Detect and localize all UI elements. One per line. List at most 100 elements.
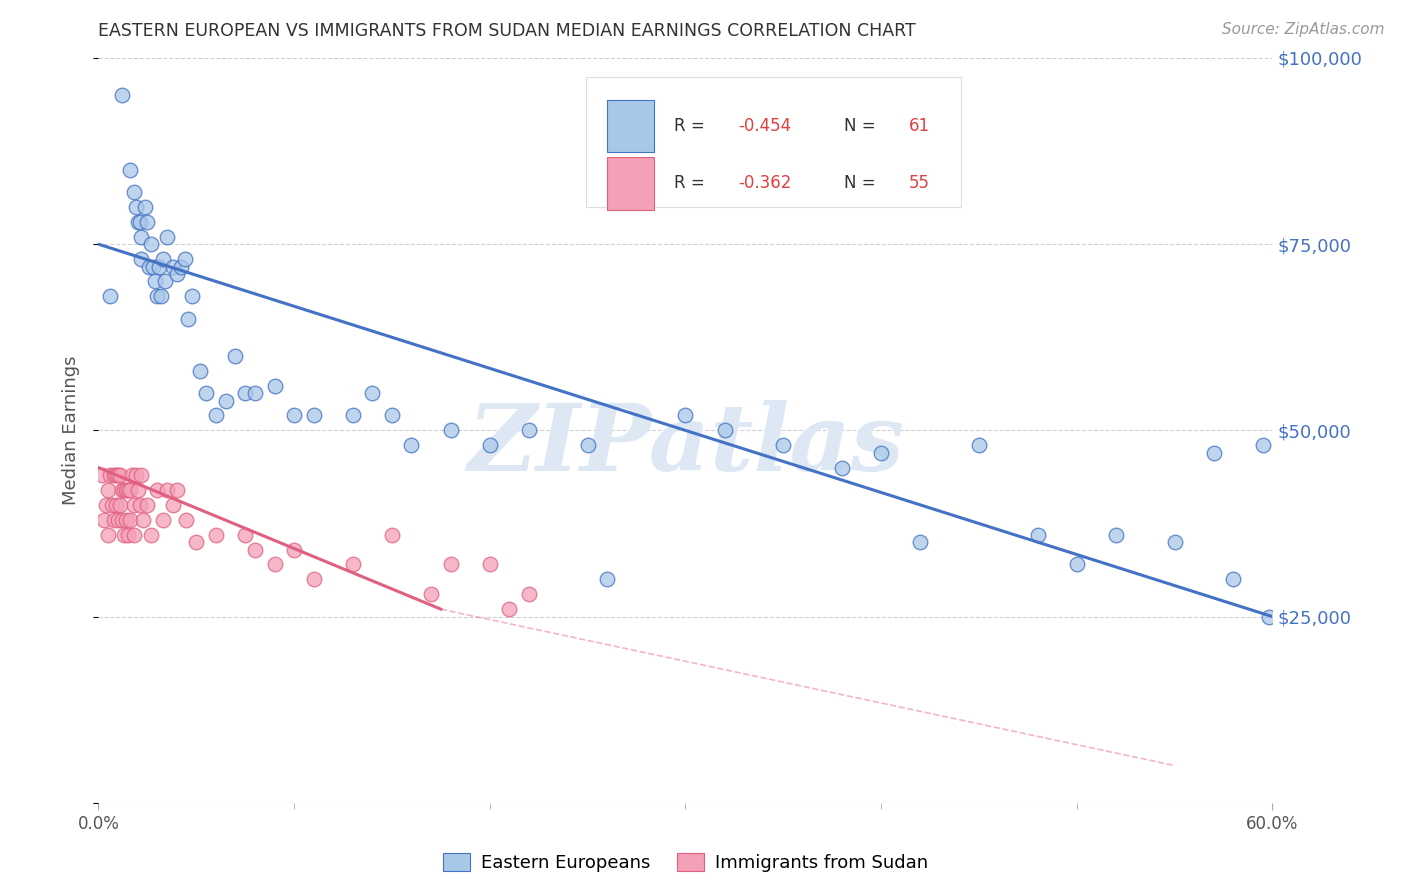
Point xyxy=(498,602,520,616)
Text: Source: ZipAtlas.com: Source: ZipAtlas.com xyxy=(1222,22,1385,37)
Point xyxy=(118,513,141,527)
Point xyxy=(162,498,184,512)
Point xyxy=(114,513,136,527)
Point xyxy=(150,289,173,303)
Point xyxy=(97,483,120,497)
Point xyxy=(517,424,540,438)
FancyBboxPatch shape xyxy=(586,77,962,207)
Point xyxy=(162,260,184,274)
Point xyxy=(1251,438,1274,452)
Point xyxy=(124,468,146,483)
Point xyxy=(576,438,599,452)
Point xyxy=(121,468,143,483)
Point xyxy=(342,409,364,423)
Point xyxy=(195,386,218,401)
Point xyxy=(188,364,211,378)
Point xyxy=(107,468,129,483)
Point xyxy=(243,386,266,401)
Point xyxy=(205,409,228,423)
Point xyxy=(263,558,285,572)
Point xyxy=(96,498,118,512)
Point xyxy=(156,483,179,497)
Point xyxy=(127,215,149,229)
Point xyxy=(967,438,990,452)
Text: R =: R = xyxy=(673,175,710,193)
Point xyxy=(128,215,150,229)
Point xyxy=(131,229,153,244)
Point xyxy=(107,513,129,527)
Point xyxy=(93,513,115,527)
Point xyxy=(181,289,204,303)
Point xyxy=(131,252,153,266)
Point xyxy=(1026,527,1049,541)
Point xyxy=(302,573,325,587)
Point xyxy=(112,527,135,541)
Point xyxy=(112,483,135,497)
Point xyxy=(870,446,893,460)
Point xyxy=(420,587,443,601)
Point xyxy=(128,498,150,512)
Point xyxy=(233,386,256,401)
Point xyxy=(111,483,134,497)
FancyBboxPatch shape xyxy=(607,157,654,210)
Point xyxy=(381,527,404,541)
Point xyxy=(478,558,501,572)
Point xyxy=(156,229,179,244)
Point xyxy=(243,542,266,557)
Point xyxy=(177,311,200,326)
Text: EASTERN EUROPEAN VS IMMIGRANTS FROM SUDAN MEDIAN EARNINGS CORRELATION CHART: EASTERN EUROPEAN VS IMMIGRANTS FROM SUDA… xyxy=(98,22,917,40)
Point xyxy=(111,513,134,527)
Point xyxy=(153,274,176,288)
Point xyxy=(166,267,188,281)
Text: R =: R = xyxy=(673,117,710,135)
Point xyxy=(143,274,166,288)
Point xyxy=(169,260,191,274)
Point xyxy=(176,513,198,527)
Point xyxy=(302,409,325,423)
Text: N =: N = xyxy=(844,117,880,135)
Point xyxy=(152,513,174,527)
Point xyxy=(440,424,463,438)
Point xyxy=(342,558,364,572)
Point xyxy=(166,483,188,497)
Point xyxy=(478,438,501,452)
Point xyxy=(127,483,149,497)
Legend: Eastern Europeans, Immigrants from Sudan: Eastern Europeans, Immigrants from Sudan xyxy=(436,846,935,880)
Point xyxy=(122,185,145,199)
Point xyxy=(98,468,121,483)
Point xyxy=(97,527,120,541)
Point xyxy=(98,289,121,303)
Point xyxy=(136,215,159,229)
Point xyxy=(103,513,125,527)
Point xyxy=(713,424,735,438)
Point xyxy=(124,200,146,214)
FancyBboxPatch shape xyxy=(607,100,654,153)
Point xyxy=(91,468,114,483)
Point xyxy=(118,483,141,497)
Point xyxy=(596,573,619,587)
Point xyxy=(224,349,246,363)
Point xyxy=(1202,446,1225,460)
Point xyxy=(134,200,156,214)
Point xyxy=(831,460,853,475)
Point xyxy=(146,289,169,303)
Point xyxy=(105,498,128,512)
Point xyxy=(263,378,285,392)
Point xyxy=(283,409,305,423)
Point xyxy=(132,513,155,527)
Text: -0.454: -0.454 xyxy=(738,117,792,135)
Point xyxy=(361,386,384,401)
Point xyxy=(1257,609,1279,624)
Point xyxy=(108,468,131,483)
Point xyxy=(148,260,170,274)
Point xyxy=(517,587,540,601)
Point xyxy=(138,260,160,274)
Point xyxy=(141,527,163,541)
Text: 55: 55 xyxy=(908,175,929,193)
Y-axis label: Median Earnings: Median Earnings xyxy=(62,356,80,505)
Point xyxy=(131,468,153,483)
Point xyxy=(205,527,228,541)
Point xyxy=(105,468,128,483)
Point xyxy=(136,498,159,512)
Point xyxy=(108,498,131,512)
